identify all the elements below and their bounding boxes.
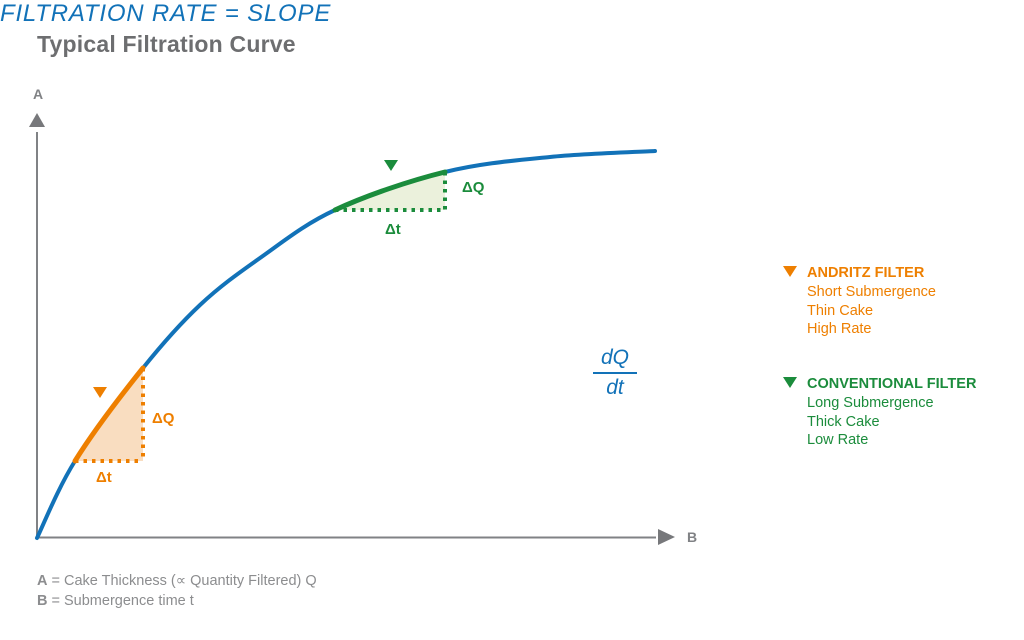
- page-title: Typical Filtration Curve: [37, 31, 296, 57]
- legend-item: Thin Cake: [807, 302, 874, 319]
- y-axis-label: A: [33, 86, 44, 102]
- conventional-curve-segment: [332, 169, 448, 213]
- legend-item: Thick Cake: [807, 413, 880, 430]
- legend-item: High Rate: [807, 321, 872, 338]
- legend-conventional: CONVENTIONAL FILTER Long Submergence Thi…: [783, 375, 976, 450]
- formula-denominator: dt: [606, 376, 624, 399]
- andritz-marker-triangle-icon: [93, 387, 107, 398]
- footnote-a: A = Cake Thickness (∝ Quantity Filtered)…: [37, 571, 317, 591]
- filtration-rate-formula: FILTRATION RATE = SLOPE: [0, 0, 332, 27]
- andritz-delta-t-label: Δt: [96, 469, 112, 486]
- footnote-b-key: B: [37, 593, 48, 609]
- footnote-a-text: = Cake Thickness (∝ Quantity Filtered) Q: [51, 573, 317, 589]
- triangle-down-icon: [783, 377, 797, 388]
- footnote-b-text: = Submergence time t: [51, 593, 194, 609]
- legend-item: Short Submergence: [807, 284, 936, 300]
- legend-item: Low Rate: [807, 432, 869, 449]
- legend-item: Long Submergence: [807, 395, 934, 411]
- footnote-b: B = Submergence time t: [37, 591, 317, 611]
- conventional-delta-q-label: ΔQ: [462, 179, 485, 196]
- legend-conventional-texts: CONVENTIONAL FILTER Long Submergence Thi…: [807, 375, 976, 450]
- footnote-a-key: A: [37, 573, 48, 589]
- conventional-marker-triangle-icon: [384, 160, 398, 171]
- andritz-delta-q-label: ΔQ: [152, 410, 175, 427]
- legend-andritz: ANDRITZ FILTER Short Submergence Thin Ca…: [783, 264, 936, 339]
- x-axis-arrow-icon: [658, 529, 675, 545]
- legend-andritz-title: ANDRITZ FILTER: [807, 265, 925, 281]
- y-axis-arrow-icon: [29, 113, 45, 127]
- conventional-delta-t-label: Δt: [385, 221, 401, 238]
- triangle-down-icon: [783, 266, 797, 277]
- footnotes: A = Cake Thickness (∝ Quantity Filtered)…: [37, 571, 317, 611]
- andritz-curve-segment: [72, 365, 146, 464]
- legend-conventional-title: CONVENTIONAL FILTER: [807, 376, 977, 392]
- legend-andritz-texts: ANDRITZ FILTER Short Submergence Thin Ca…: [807, 264, 936, 339]
- formula-fraction: dQ dt: [586, 346, 644, 400]
- x-axis-label: B: [687, 529, 698, 545]
- formula-numerator: dQ: [592, 346, 637, 374]
